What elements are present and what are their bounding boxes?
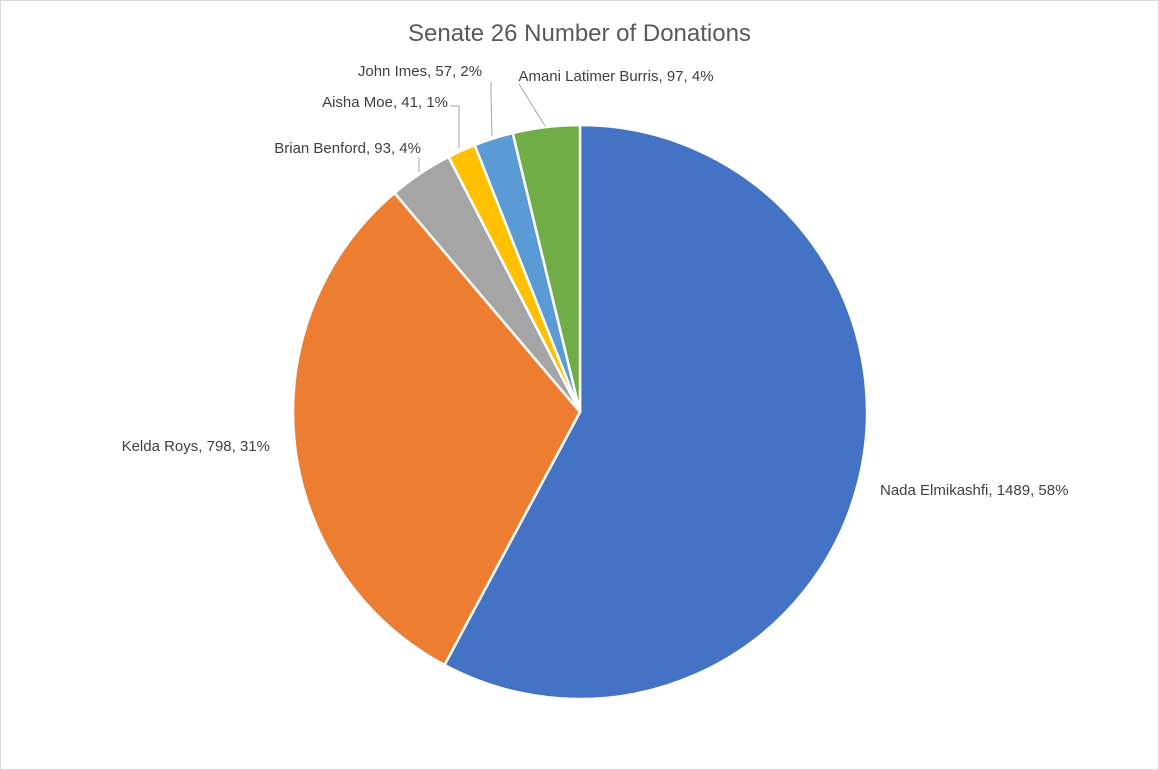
leader-line xyxy=(518,83,546,127)
data-label: Brian Benford, 93, 4% xyxy=(274,140,421,157)
data-label: Amani Latimer Burris, 97, 4% xyxy=(518,68,714,85)
data-label: Aisha Moe, 41, 1% xyxy=(322,94,448,111)
chart-title: Senate 26 Number of Donations xyxy=(408,20,751,47)
leader-line xyxy=(450,105,460,148)
data-label: John Imes, 57, 2% xyxy=(357,63,483,80)
pie-slice xyxy=(291,191,582,667)
pie-slice xyxy=(442,123,869,701)
data-label: Kelda Roys, 798, 31% xyxy=(121,438,270,455)
pie-slice xyxy=(511,123,582,413)
data-label: Nada Elmikashfi, 1489, 58% xyxy=(880,482,1069,499)
leader-line xyxy=(490,82,493,137)
